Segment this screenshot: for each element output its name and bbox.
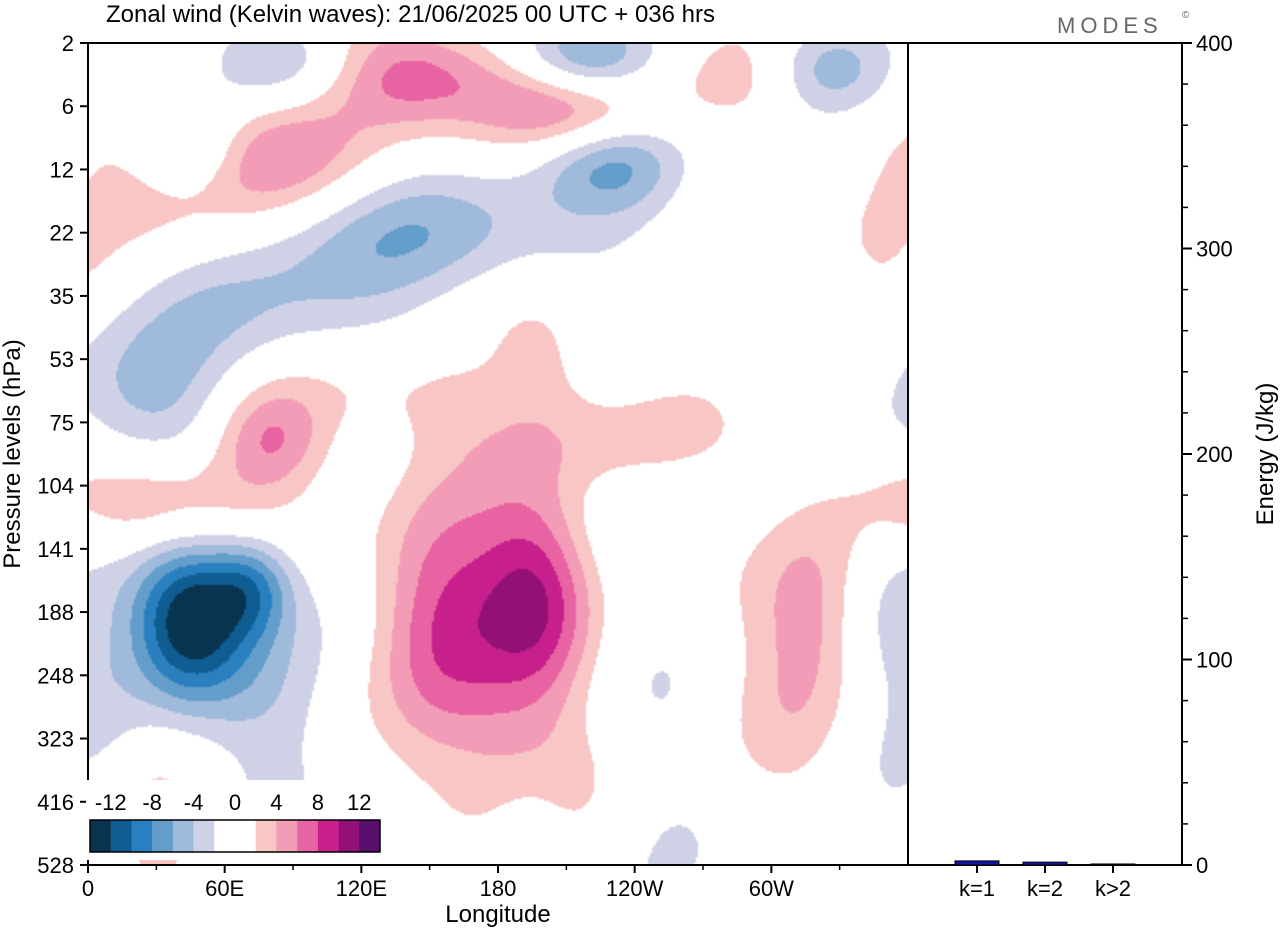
energy-tick-label: 0 — [1196, 853, 1208, 878]
x-tick-label: 120E — [336, 876, 387, 901]
x-tick-label: 60W — [749, 876, 794, 901]
y-tick-label: 248 — [37, 663, 74, 688]
y-tick-label: 12 — [50, 157, 74, 182]
energy-axis-label: Energy (J/kg) — [1252, 383, 1279, 526]
colorbar-swatch — [255, 820, 277, 852]
x-tick-label: 180 — [480, 876, 517, 901]
colorbar-label: -12 — [95, 790, 127, 815]
y-tick-label: 75 — [50, 410, 74, 435]
energy-frame — [907, 42, 1183, 866]
colorbar-swatch — [276, 820, 298, 852]
colorbar-label: -8 — [142, 790, 162, 815]
energy-plot: 0 100 200 300 400 k=1 k=2 k>2 Energy (J/kg) — [907, 31, 1279, 901]
energy-bars — [954, 860, 1136, 866]
colorbar-swatch — [172, 820, 194, 852]
colorbar-label: -4 — [184, 790, 204, 815]
colorbar-swatch — [317, 820, 339, 852]
heatmap-field — [88, 43, 908, 865]
modes-logo: MODES — [1057, 13, 1163, 38]
x-tick-label: 0 — [82, 876, 94, 901]
colorbar-swatch — [359, 820, 381, 852]
y-tick-label: 323 — [37, 727, 74, 752]
energy-tick-label: 200 — [1196, 442, 1233, 467]
logo-registered-mark: © — [1182, 10, 1190, 21]
energy-bar — [954, 860, 1000, 866]
colorbar-swatch — [338, 820, 360, 852]
y-tick-label: 6 — [62, 94, 74, 119]
colorbar-label: 4 — [270, 790, 282, 815]
colorbar-label: 0 — [229, 790, 241, 815]
colorbar-label: 8 — [312, 790, 324, 815]
energy-tick-label: 300 — [1196, 237, 1233, 262]
energy-tick-label: 400 — [1196, 31, 1233, 56]
y-tick-label: 416 — [37, 790, 74, 815]
energy-axis: 0 100 200 300 400 — [1182, 31, 1233, 878]
x-axis-label: Longitude — [445, 901, 550, 928]
colorbar-swatch — [235, 820, 257, 852]
wavenumber-label: k=2 — [1027, 876, 1063, 901]
y-tick-label: 141 — [37, 537, 74, 562]
y-tick-label: 53 — [50, 347, 74, 372]
y-tick-label: 528 — [37, 853, 74, 878]
pressure-axis: 2 6 12 22 35 53 75 104 141 188 248 323 416 528 — [37, 31, 88, 878]
heatmap-plot — [87, 42, 909, 866]
colorbar-frame — [89, 819, 381, 853]
y-tick-label: 35 — [50, 284, 74, 309]
y-axis-label: Pressure levels (hPa) — [0, 339, 26, 568]
colorbar-swatch — [193, 820, 215, 852]
y-tick-label: 104 — [37, 474, 74, 499]
x-tick-label: 60E — [205, 876, 244, 901]
y-tick-label: 2 — [62, 31, 74, 56]
y-tick-label: 188 — [37, 600, 74, 625]
energy-tick-label: 100 — [1196, 648, 1233, 673]
colorbar-swatch — [131, 820, 153, 852]
y-tick-label: 22 — [50, 221, 74, 246]
longitude-axis: 0 60E 120E 180 120W 60W — [82, 865, 841, 901]
wavenumber-label: k>2 — [1095, 876, 1131, 901]
colorbar-swatch — [152, 820, 174, 852]
colorbar-swatch — [214, 820, 236, 852]
colorbar: -12 -8 -4 0 4 8 12 — [86, 780, 386, 860]
colorbar-label: 12 — [347, 790, 371, 815]
energy-bar — [1090, 863, 1136, 866]
colorbar-swatch — [90, 820, 112, 852]
wavenumber-label: k=1 — [959, 876, 995, 901]
energy-bar — [1022, 861, 1068, 866]
colorbar-swatch — [297, 820, 319, 852]
wavenumber-axis: k=1 k=2 k>2 — [959, 865, 1131, 901]
x-tick-label: 120W — [606, 876, 664, 901]
colorbar-swatch — [110, 820, 132, 852]
chart-title: Zonal wind (Kelvin waves): 21/06/2025 00… — [106, 1, 715, 28]
